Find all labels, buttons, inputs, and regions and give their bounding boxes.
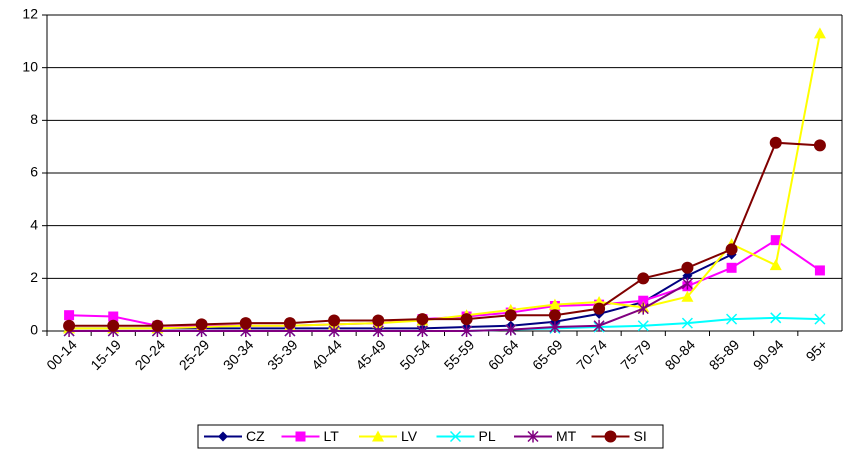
series-line xyxy=(69,33,821,330)
x-tick-label: 55-59 xyxy=(441,336,478,373)
marker xyxy=(372,325,384,337)
y-tick-label: 4 xyxy=(30,216,38,232)
marker xyxy=(681,290,694,302)
marker xyxy=(372,314,385,327)
marker xyxy=(725,243,738,256)
x-tick-label: 60-64 xyxy=(485,336,522,373)
y-tick-label: 0 xyxy=(30,322,38,338)
marker xyxy=(726,313,738,325)
marker xyxy=(814,313,826,325)
x-tick-label: 90-94 xyxy=(750,336,787,373)
x-tick-label: 80-84 xyxy=(662,336,699,373)
marker xyxy=(505,323,517,336)
legend-label: PL xyxy=(479,428,496,444)
marker xyxy=(549,321,561,334)
marker xyxy=(681,261,694,274)
x-tick-label: 15-19 xyxy=(87,336,124,373)
marker xyxy=(416,313,429,326)
marker xyxy=(813,27,826,39)
x-tick-label: 70-74 xyxy=(573,336,610,373)
marker xyxy=(637,320,649,332)
marker xyxy=(107,319,120,332)
marker xyxy=(681,317,693,329)
marker xyxy=(64,310,75,321)
marker xyxy=(681,277,693,290)
marker xyxy=(416,325,428,337)
marker xyxy=(769,136,782,149)
marker xyxy=(108,311,119,322)
marker xyxy=(637,302,649,315)
legend-box xyxy=(197,424,664,449)
marker xyxy=(63,319,76,332)
marker xyxy=(283,317,296,330)
x-tick-label: 95+ xyxy=(803,336,831,364)
marker xyxy=(548,309,561,322)
legend-label: LV xyxy=(401,428,418,444)
marker xyxy=(239,317,252,330)
y-tick-label: 12 xyxy=(22,6,38,22)
marker xyxy=(548,298,561,310)
marker xyxy=(593,302,606,315)
series-line xyxy=(69,238,821,327)
legend-label: MT xyxy=(556,428,577,444)
marker xyxy=(504,309,517,322)
x-tick-label: 25-29 xyxy=(176,336,213,373)
x-tick-label: 35-39 xyxy=(264,336,301,373)
marker xyxy=(151,319,164,332)
series-line xyxy=(69,253,733,330)
y-tick-label: 8 xyxy=(30,111,38,127)
marker xyxy=(726,262,737,273)
marker xyxy=(461,325,473,337)
marker xyxy=(770,312,782,324)
marker xyxy=(527,430,539,443)
series-line xyxy=(69,141,820,327)
x-tick-label: 30-34 xyxy=(220,336,257,373)
marker xyxy=(593,319,605,332)
x-tick-label: 40-44 xyxy=(308,336,345,373)
marker xyxy=(449,430,462,443)
marker xyxy=(295,431,306,442)
marker xyxy=(813,139,826,152)
legend-label: LT xyxy=(324,428,340,444)
marker xyxy=(637,272,650,285)
x-tick-label: 75-79 xyxy=(617,336,654,373)
x-tick-label: 85-89 xyxy=(706,336,743,373)
marker xyxy=(195,318,208,331)
x-tick-label: 00-14 xyxy=(43,336,80,373)
marker xyxy=(604,430,617,443)
marker xyxy=(218,431,228,442)
y-tick-label: 6 xyxy=(30,164,38,180)
marker xyxy=(769,259,782,271)
marker xyxy=(328,325,340,337)
marker xyxy=(460,313,473,326)
marker xyxy=(638,295,649,306)
y-tick-label: 2 xyxy=(30,269,38,285)
marker xyxy=(814,265,825,276)
marker xyxy=(328,314,341,327)
x-tick-label: 65-69 xyxy=(529,336,566,373)
marker xyxy=(372,430,384,442)
x-tick-label: 45-49 xyxy=(352,336,389,373)
legend-label: CZ xyxy=(246,428,265,444)
x-tick-label: 20-24 xyxy=(132,336,169,373)
marker xyxy=(770,235,781,246)
x-tick-label: 50-54 xyxy=(397,336,434,373)
legend-label: SI xyxy=(634,428,647,444)
y-tick-label: 10 xyxy=(22,58,38,74)
